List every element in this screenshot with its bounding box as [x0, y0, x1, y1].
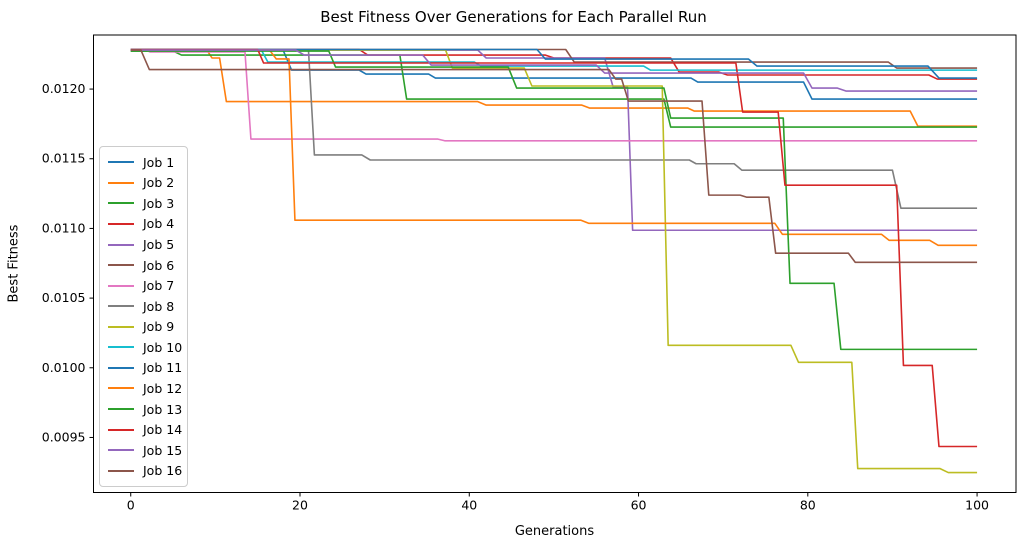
series-line-8	[130, 49, 978, 210]
legend-label: Job 16	[143, 463, 183, 479]
x-tick-label: 20	[292, 498, 308, 513]
legend-line-swatch	[108, 161, 134, 164]
x-axis-label: Generations	[514, 524, 595, 539]
legend-entry-9: Job 9	[100, 317, 187, 337]
x-tick-label: 0	[127, 498, 135, 513]
legend-entry-11: Job 11	[100, 358, 187, 378]
legend-entry-14: Job 14	[100, 420, 187, 440]
legend-label: Job 1	[143, 154, 175, 170]
legend-label: Job 13	[143, 401, 183, 417]
legend-entry-7: Job 7	[100, 276, 187, 296]
legend-label: Job 4	[143, 216, 175, 232]
legend-label: Job 8	[143, 298, 175, 314]
legend: Job 1 Job 2 Job 3 Job 4 Job 5 Job 6 Job 7 Job 8…	[99, 146, 188, 487]
series-line-13	[130, 50, 978, 351]
plot-spines	[93, 34, 1017, 493]
legend-line-swatch	[108, 449, 134, 452]
legend-line-swatch	[108, 181, 134, 184]
legend-line-swatch	[108, 346, 134, 349]
legend-entry-16: Job 16	[100, 461, 187, 481]
legend-line-swatch	[108, 325, 134, 328]
legend-label: Job 6	[143, 257, 175, 273]
series-line-9	[130, 49, 978, 474]
legend-entry-13: Job 13	[100, 399, 187, 419]
legend-line-swatch	[108, 428, 134, 431]
x-tick-label: 60	[631, 498, 647, 513]
legend-line-swatch	[108, 408, 134, 411]
legend-label: Job 15	[143, 442, 183, 458]
legend-entry-3: Job 3	[100, 193, 187, 213]
y-tick-label: 0.0115	[42, 151, 86, 166]
y-tick-label: 0.0120	[42, 81, 86, 96]
legend-line-swatch	[108, 469, 134, 472]
x-tick-label: 100	[965, 498, 989, 513]
legend-label: Job 2	[143, 175, 175, 191]
x-tick-label: 80	[800, 498, 816, 513]
x-tick-label: 40	[461, 498, 477, 513]
y-tick-label: 0.0095	[42, 429, 86, 444]
legend-line-swatch	[108, 284, 134, 287]
legend-line-swatch	[108, 264, 134, 267]
y-axis-label: Best Fitness	[6, 224, 22, 303]
legend-label: Job 3	[143, 195, 175, 211]
legend-entry-10: Job 10	[100, 337, 187, 357]
legend-entry-2: Job 2	[100, 173, 187, 193]
legend-entry-8: Job 8	[100, 296, 187, 316]
series-line-2	[130, 49, 978, 127]
legend-label: Job 10	[143, 339, 183, 355]
legend-entry-12: Job 12	[100, 378, 187, 398]
legend-label: Job 9	[143, 319, 175, 335]
legend-line-swatch	[108, 387, 134, 390]
legend-entry-6: Job 6	[100, 255, 187, 275]
series-line-4	[130, 48, 978, 80]
legend-line-swatch	[108, 202, 134, 205]
series-line-11	[130, 48, 978, 79]
legend-entry-5: Job 5	[100, 235, 187, 255]
series-line-14	[130, 48, 978, 448]
legend-label: Job 11	[143, 360, 183, 376]
legend-entry-4: Job 4	[100, 214, 187, 234]
legend-label: Job 12	[143, 380, 183, 396]
legend-line-swatch	[108, 366, 134, 369]
series-line-16	[130, 49, 978, 264]
y-tick-label: 0.0100	[42, 360, 86, 375]
legend-line-swatch	[108, 243, 134, 246]
series-line-12	[130, 49, 978, 247]
legend-entry-15: Job 15	[100, 440, 187, 460]
chart-title: Best Fitness Over Generations for Each P…	[320, 8, 707, 26]
legend-entry-1: Job 1	[100, 152, 187, 172]
legend-label: Job 14	[143, 422, 183, 438]
legend-label: Job 5	[143, 237, 175, 253]
y-tick-label: 0.0105	[42, 290, 86, 305]
y-tick-label: 0.0110	[42, 220, 86, 235]
legend-label: Job 7	[143, 278, 175, 294]
series-line-1	[130, 49, 978, 100]
legend-line-swatch	[108, 305, 134, 308]
legend-line-swatch	[108, 222, 134, 225]
